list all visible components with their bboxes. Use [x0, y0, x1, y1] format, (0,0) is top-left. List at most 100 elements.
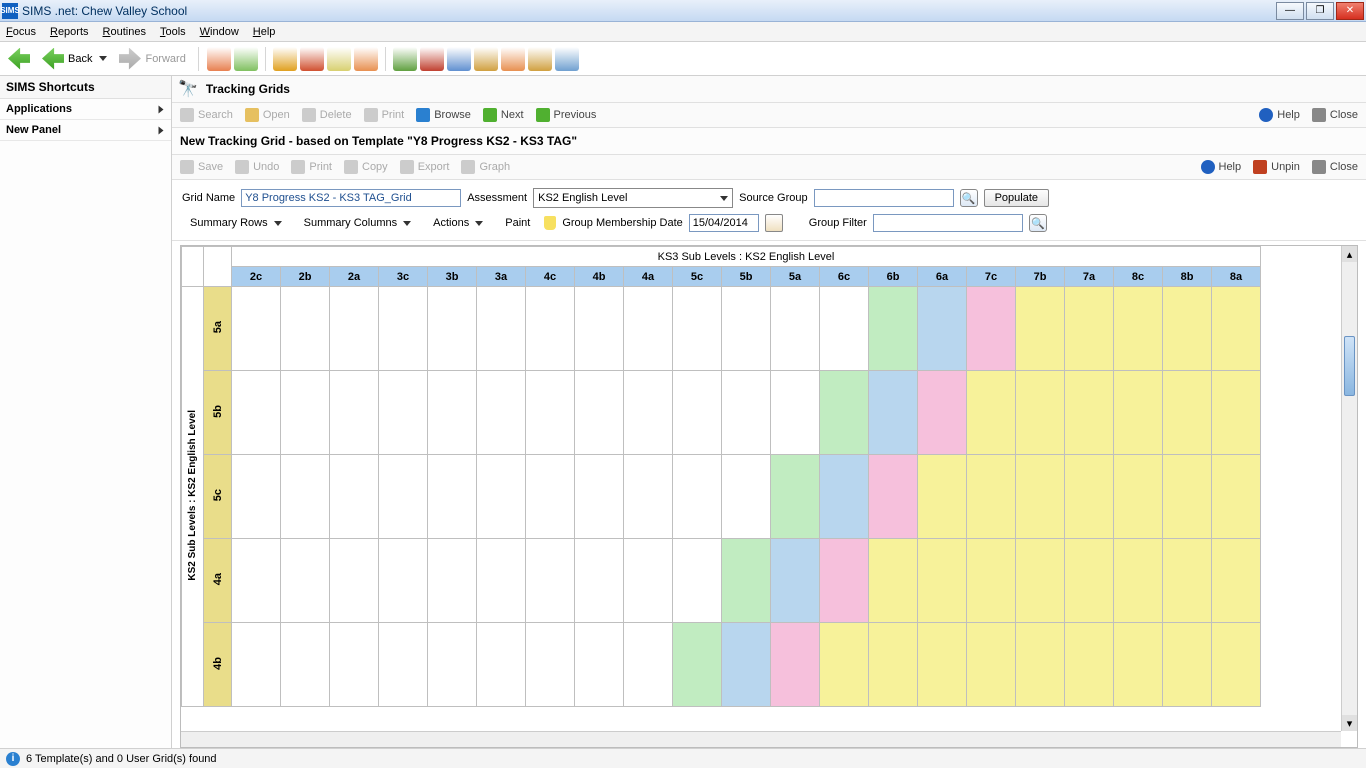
grid-cell[interactable]	[428, 539, 477, 623]
book-red-icon[interactable]	[420, 47, 444, 71]
grid-cell[interactable]	[967, 455, 1016, 539]
grid-cell[interactable]	[379, 455, 428, 539]
grid-cell[interactable]	[1114, 623, 1163, 707]
grid-cell[interactable]	[624, 539, 673, 623]
person-green-icon[interactable]	[234, 47, 258, 71]
menu-tools[interactable]: Tools	[160, 26, 186, 38]
grid-cell[interactable]	[869, 371, 918, 455]
grid-cell[interactable]	[1212, 539, 1261, 623]
grid-cell[interactable]	[379, 623, 428, 707]
row-header[interactable]: 4a	[204, 539, 232, 623]
forward-button[interactable]: Forward	[115, 46, 189, 72]
grid-cell[interactable]	[1114, 287, 1163, 371]
grid-cell[interactable]	[820, 371, 869, 455]
grid-cell[interactable]	[1212, 287, 1261, 371]
grid-cell[interactable]	[820, 539, 869, 623]
clock-icon[interactable]	[528, 47, 552, 71]
actions-button[interactable]: Actions	[425, 214, 491, 232]
grid-cell[interactable]	[1163, 371, 1212, 455]
scroll-thumb[interactable]	[1344, 336, 1355, 396]
column-header[interactable]: 4b	[575, 267, 624, 287]
grid-cell[interactable]	[1065, 287, 1114, 371]
close-button[interactable]: Close	[1310, 158, 1360, 176]
grid-cell[interactable]	[330, 623, 379, 707]
grid-cell[interactable]	[820, 287, 869, 371]
summary-rows-button[interactable]: Summary Rows	[182, 214, 290, 232]
unpin-button[interactable]: Unpin	[1251, 158, 1302, 176]
grid-cell[interactable]	[1065, 371, 1114, 455]
grid-cell[interactable]	[918, 371, 967, 455]
back-button[interactable]: Back	[38, 46, 111, 72]
column-header[interactable]: 7a	[1065, 267, 1114, 287]
grid-cell[interactable]	[771, 539, 820, 623]
grid-cell[interactable]	[722, 287, 771, 371]
notes-icon[interactable]	[447, 47, 471, 71]
print-button[interactable]: Print	[289, 158, 334, 176]
row-header[interactable]: 4b	[204, 623, 232, 707]
source-group-search-icon[interactable]: 🔍	[960, 189, 978, 207]
column-header[interactable]: 6c	[820, 267, 869, 287]
grid-cell[interactable]	[771, 371, 820, 455]
grid-cell[interactable]	[526, 287, 575, 371]
grid-cell[interactable]	[428, 287, 477, 371]
grid-cell[interactable]	[477, 539, 526, 623]
grid-cell[interactable]	[918, 539, 967, 623]
undo-button[interactable]: Undo	[233, 158, 281, 176]
grid-cell[interactable]	[722, 623, 771, 707]
grid-cell[interactable]	[722, 371, 771, 455]
grid-cell[interactable]	[1016, 539, 1065, 623]
grid-cell[interactable]	[1016, 455, 1065, 539]
print-button[interactable]: Print	[362, 106, 407, 124]
grid-cell[interactable]	[771, 287, 820, 371]
group-filter-input[interactable]	[873, 214, 1023, 232]
scroll-down-button[interactable]: ▾	[1342, 715, 1357, 731]
grid-cell[interactable]	[967, 623, 1016, 707]
edit-icon[interactable]	[474, 47, 498, 71]
next-button[interactable]: Next	[481, 106, 526, 124]
grid-cell[interactable]	[722, 539, 771, 623]
column-header[interactable]: 5b	[722, 267, 771, 287]
grid-cell[interactable]	[918, 623, 967, 707]
group-filter-search-icon[interactable]: 🔍	[1029, 214, 1047, 232]
column-header[interactable]: 6b	[869, 267, 918, 287]
column-header[interactable]: 8a	[1212, 267, 1261, 287]
column-header[interactable]: 8c	[1114, 267, 1163, 287]
search-button[interactable]: Search	[178, 106, 235, 124]
column-header[interactable]: 3c	[379, 267, 428, 287]
grid-cell[interactable]	[526, 539, 575, 623]
row-header[interactable]: 5c	[204, 455, 232, 539]
grid-cell[interactable]	[379, 539, 428, 623]
grid-cell[interactable]	[232, 455, 281, 539]
menu-routines[interactable]: Routines	[103, 26, 146, 38]
grid-cell[interactable]	[624, 287, 673, 371]
grid-cell[interactable]	[1065, 623, 1114, 707]
grid-cell[interactable]	[1212, 623, 1261, 707]
close-button[interactable]: Close	[1310, 106, 1360, 124]
column-header[interactable]: 6a	[918, 267, 967, 287]
grid-cell[interactable]	[232, 539, 281, 623]
grid-cell[interactable]	[330, 539, 379, 623]
column-header[interactable]: 2c	[232, 267, 281, 287]
populate-button[interactable]: Populate	[984, 189, 1049, 207]
grid-cell[interactable]	[673, 287, 722, 371]
grid-cell[interactable]	[673, 455, 722, 539]
grid-cell[interactable]	[771, 455, 820, 539]
grid-cell[interactable]	[869, 539, 918, 623]
grid-cell[interactable]	[477, 287, 526, 371]
grid-cell[interactable]	[330, 455, 379, 539]
grid-cell[interactable]	[1163, 623, 1212, 707]
help-button[interactable]: Help	[1199, 158, 1244, 176]
flag-icon[interactable]	[300, 47, 324, 71]
grid-cell[interactable]	[281, 371, 330, 455]
grid-cell[interactable]	[673, 371, 722, 455]
column-header[interactable]: 2b	[281, 267, 330, 287]
source-group-input[interactable]	[814, 189, 954, 207]
grid-cell[interactable]	[281, 623, 330, 707]
grid-cell[interactable]	[869, 623, 918, 707]
assessment-select[interactable]: KS2 English Level	[533, 188, 733, 208]
horizontal-scrollbar[interactable]	[181, 731, 1341, 747]
grid-cell[interactable]	[379, 371, 428, 455]
export-button[interactable]: Export	[398, 158, 452, 176]
column-header[interactable]: 2a	[330, 267, 379, 287]
grid-cell[interactable]	[820, 455, 869, 539]
